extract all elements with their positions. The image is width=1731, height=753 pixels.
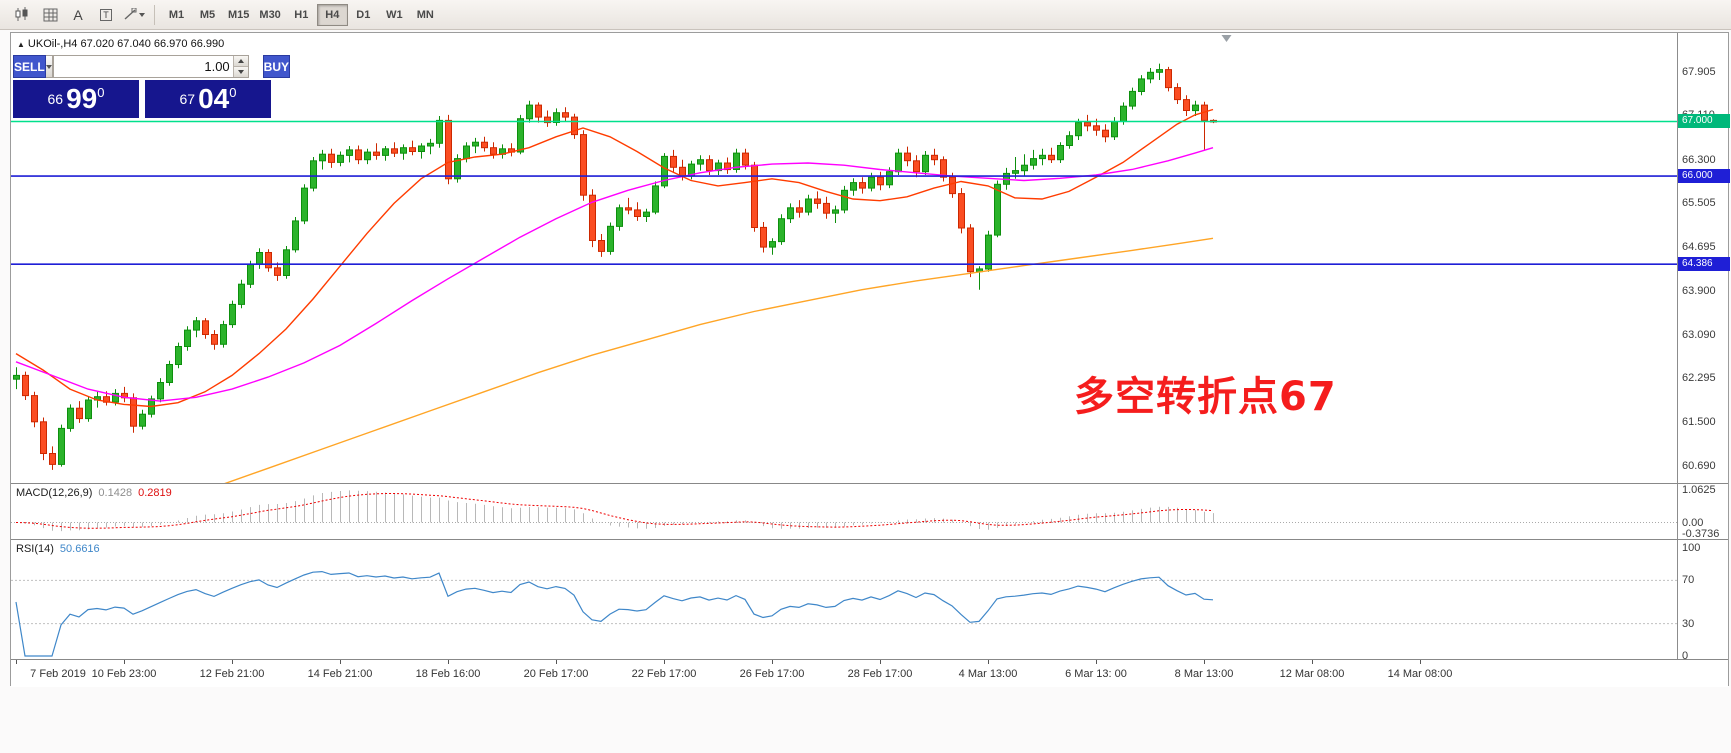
time-tick [1096, 660, 1097, 664]
time-tick [1312, 660, 1313, 664]
chart-annotation-text: 多空转折点67 [1074, 374, 1337, 420]
time-axis-label: 28 Feb 17:00 [847, 668, 913, 680]
timeframe-h4-button[interactable]: H4 [316, 3, 348, 26]
macd-signal-line [15, 493, 1214, 529]
sell-button[interactable]: SELL [13, 55, 46, 78]
time-axis-label: 14 Feb 21:00 [307, 668, 373, 680]
time-axis: 7 Feb 2019 10 Feb 23:00 12 Feb 21:00 14 Feb… [11, 659, 1728, 687]
timeframe-m30-button[interactable]: M30 [254, 4, 285, 26]
time-tick [880, 660, 881, 664]
time-axis-label: 22 Feb 17:00 [631, 668, 697, 680]
symbol-ohlc-text: UKOil-,H4 67.020 67.040 66.970 66.990 [27, 38, 225, 50]
sell-price-display[interactable]: 66 99 0 [13, 80, 139, 118]
time-tick [340, 660, 341, 664]
time-tick [1204, 660, 1205, 664]
time-tick [124, 660, 125, 664]
time-axis-label: 18 Feb 16:00 [415, 668, 481, 680]
draw-tools-icon[interactable] [120, 3, 148, 27]
chevron-down-icon [138, 12, 145, 17]
timeframe-w1-button[interactable]: W1 [379, 4, 410, 26]
font-tool-icon[interactable]: A [73, 6, 83, 23]
volume-spinner [232, 56, 248, 77]
time-axis-label: 14 Mar 08:00 [1387, 668, 1453, 680]
new-chart-candles-icon[interactable] [8, 3, 36, 27]
macd-chart-canvas[interactable] [11, 484, 1677, 539]
candles-layer [13, 63, 1217, 470]
rsi-line [15, 570, 1214, 657]
rsi-chart-canvas[interactable] [11, 540, 1677, 659]
text-label-tool-icon[interactable]: T [92, 3, 120, 27]
time-tick [1420, 660, 1421, 664]
timeframe-d1-button[interactable]: D1 [348, 4, 379, 26]
toolbar: A T M1 M5 M15 M30 H1 H4 D1 W1 MN [0, 0, 1731, 30]
axis-separator [1677, 33, 1678, 483]
volume-down-button[interactable] [233, 67, 248, 77]
time-axis-label: 20 Feb 17:00 [523, 668, 589, 680]
main-chart-panel[interactable]: ▲ UKOil-,H4 67.020 67.040 66.970 66.990 S… [11, 33, 1728, 483]
ma-mid-magenta-line [15, 147, 1214, 402]
time-tick [16, 660, 17, 664]
toolbar-separator [154, 4, 155, 25]
chart-window: ▲ UKOil-,H4 67.020 67.040 66.970 66.990 S… [10, 32, 1730, 687]
ma-slow-orange-line [224, 237, 1214, 483]
rsi-panel[interactable]: RSI(14) 50.6616 [11, 539, 1728, 659]
chart-shift-marker[interactable] [1221, 35, 1232, 42]
time-tick [664, 660, 665, 664]
macd-indicator-label: MACD(12,26,9) 0.1428 0.2819 [16, 487, 172, 499]
caret-up-icon [237, 59, 244, 63]
price-chart-canvas[interactable] [11, 33, 1677, 483]
buy-button[interactable]: BUY [262, 55, 291, 78]
time-axis-label: 26 Feb 17:00 [739, 668, 805, 680]
time-tick [232, 660, 233, 664]
time-axis-label: 12 Feb 21:00 [199, 668, 265, 680]
timeframe-m1-button[interactable]: M1 [161, 4, 192, 26]
timeframe-h1-button[interactable]: H1 [286, 4, 317, 26]
axis-separator [1677, 484, 1678, 539]
time-tick [556, 660, 557, 664]
rsi-indicator-label: RSI(14) 50.6616 [16, 543, 100, 555]
symbol-header: ▲ UKOil-,H4 67.020 67.040 66.970 66.990 [17, 38, 224, 50]
time-axis-label: 6 Mar 13: 00 [1065, 668, 1127, 680]
time-axis-label: 12 Mar 08:00 [1279, 668, 1345, 680]
candle-up-icon: ▲ [17, 40, 25, 49]
volume-box [52, 55, 249, 78]
volume-up-button[interactable] [233, 56, 248, 67]
macd-panel[interactable]: MACD(12,26,9) 0.1428 0.2819 [11, 483, 1728, 539]
axis-separator [1677, 540, 1678, 659]
time-tick [448, 660, 449, 664]
time-axis-label: 7 Feb 2019 [30, 668, 86, 680]
timeframe-mn-button[interactable]: MN [410, 4, 441, 26]
buy-price-display[interactable]: 67 04 0 [145, 80, 271, 118]
caret-down-icon [237, 70, 244, 74]
timeframe-m15-button[interactable]: M15 [223, 4, 254, 26]
time-axis-label: 10 Feb 23:00 [91, 668, 157, 680]
chevron-down-icon [45, 64, 52, 69]
time-axis-label: 4 Mar 13:00 [958, 668, 1018, 680]
time-tick [988, 660, 989, 664]
ma-fast-red-line [15, 108, 1214, 408]
indicator-list-grid-icon[interactable] [36, 3, 64, 27]
one-click-trading-panel: SELL BUY 66 99 0 [13, 55, 291, 118]
time-tick [772, 660, 773, 664]
timeframe-m5-button[interactable]: M5 [192, 4, 223, 26]
trade-options-dropdown[interactable] [45, 55, 53, 78]
volume-input[interactable] [53, 56, 233, 77]
time-axis-label: 8 Mar 13:00 [1174, 668, 1234, 680]
macd-histogram [25, 490, 1214, 532]
